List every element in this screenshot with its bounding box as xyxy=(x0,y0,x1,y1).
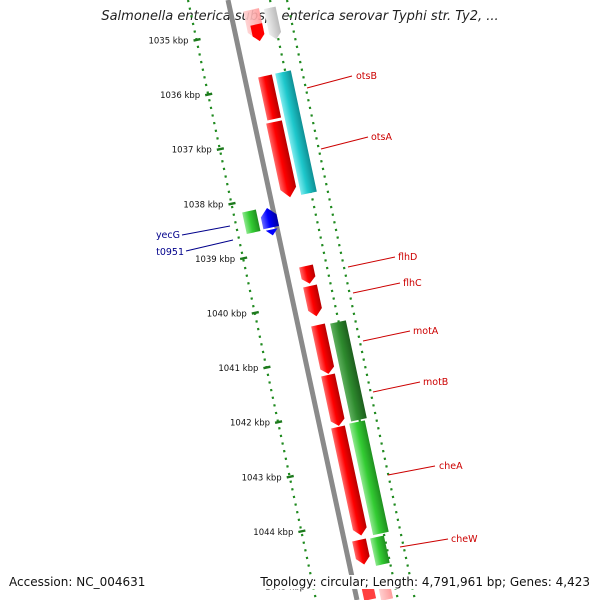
gene-label-flhD[interactable]: flhD xyxy=(398,252,417,263)
gene-cyan[interactable] xyxy=(275,70,317,195)
gene-flhD[interactable] xyxy=(299,264,316,286)
callout-line-flhC xyxy=(352,282,401,294)
gene-green-short[interactable] xyxy=(370,535,390,566)
gene-top-gray[interactable] xyxy=(263,6,282,41)
genome-backbone xyxy=(225,0,360,600)
tick-mark xyxy=(263,365,271,370)
gene-label-motA[interactable]: motA xyxy=(413,326,439,337)
callout-line-motA xyxy=(362,330,411,342)
callout-line-otsA xyxy=(320,136,369,150)
gene-motB[interactable] xyxy=(321,373,346,428)
tick-label: 1040 kbp xyxy=(207,310,247,320)
gene-otsA[interactable] xyxy=(266,120,298,199)
gene-label-t0951[interactable]: t0951 xyxy=(156,247,184,258)
gene-labels: otsB otsA flhD flhC motA motB cheA cheW yecG t095… xyxy=(156,71,478,548)
callout-line-flhD xyxy=(347,256,396,268)
tick-mark xyxy=(286,474,294,479)
dotted-track-2 xyxy=(285,0,417,600)
tick-label: 1037 kbp xyxy=(172,146,212,156)
tick-label: 1041 kbp xyxy=(218,364,258,374)
tick-label: 1039 kbp xyxy=(195,255,235,265)
tick-mark xyxy=(298,529,306,534)
tick-mark xyxy=(239,256,248,261)
gene-label-yecG[interactable]: yecG xyxy=(156,230,180,241)
tick-label: 1038 kbp xyxy=(183,200,223,210)
tick-label: 1043 kbp xyxy=(242,473,282,483)
callout-line-t0951 xyxy=(185,239,234,252)
gene-label-flhC[interactable]: flhC xyxy=(403,278,422,289)
gene-label-motB[interactable]: motB xyxy=(423,377,448,388)
tick-label: 1036 kbp xyxy=(160,91,200,101)
tick-label: 1042 kbp xyxy=(230,419,270,429)
tick-label: 1035 kbp xyxy=(148,37,188,47)
gene-cheW[interactable] xyxy=(352,538,371,566)
tick-mark xyxy=(193,37,201,42)
gene-cheA[interactable] xyxy=(331,425,368,537)
tick-mark xyxy=(274,420,283,424)
genome-summary-text: Topology: circular; Length: 4,791,961 bp… xyxy=(260,575,590,589)
dotted-track-0 xyxy=(186,0,318,600)
gene-green-long[interactable] xyxy=(349,420,389,536)
gene-otsB[interactable] xyxy=(258,74,282,121)
gene-label-otsB[interactable]: otsB xyxy=(356,71,377,82)
gene-features[interactable] xyxy=(242,6,394,600)
tick-mark xyxy=(228,201,236,206)
tick-mark xyxy=(204,92,213,97)
gene-yecG[interactable] xyxy=(242,209,261,234)
callout-line-yecG xyxy=(181,225,231,236)
gene-motA[interactable] xyxy=(311,323,335,376)
tick-mark xyxy=(216,147,225,151)
map-title: Salmonella enterica subsp. enterica sero… xyxy=(101,9,499,24)
gene-label-cheW[interactable]: cheW xyxy=(451,534,478,545)
gene-t0951[interactable] xyxy=(259,206,281,237)
accession-text: Accession: NC_004631 xyxy=(9,575,146,589)
gene-flhC[interactable] xyxy=(303,284,323,318)
callout-line-cheW xyxy=(399,538,449,548)
tick-mark xyxy=(251,310,260,315)
gene-label-otsA[interactable]: otsA xyxy=(371,132,392,143)
gene-label-cheA[interactable]: cheA xyxy=(439,461,463,472)
gene-top-red[interactable] xyxy=(250,23,265,42)
tick-label: 1044 kbp xyxy=(253,528,293,538)
callout-line-motB xyxy=(372,381,421,393)
callout-line-cheA xyxy=(387,465,436,476)
gene-darkgreen[interactable] xyxy=(330,320,367,422)
callout-line-otsB xyxy=(306,75,353,89)
